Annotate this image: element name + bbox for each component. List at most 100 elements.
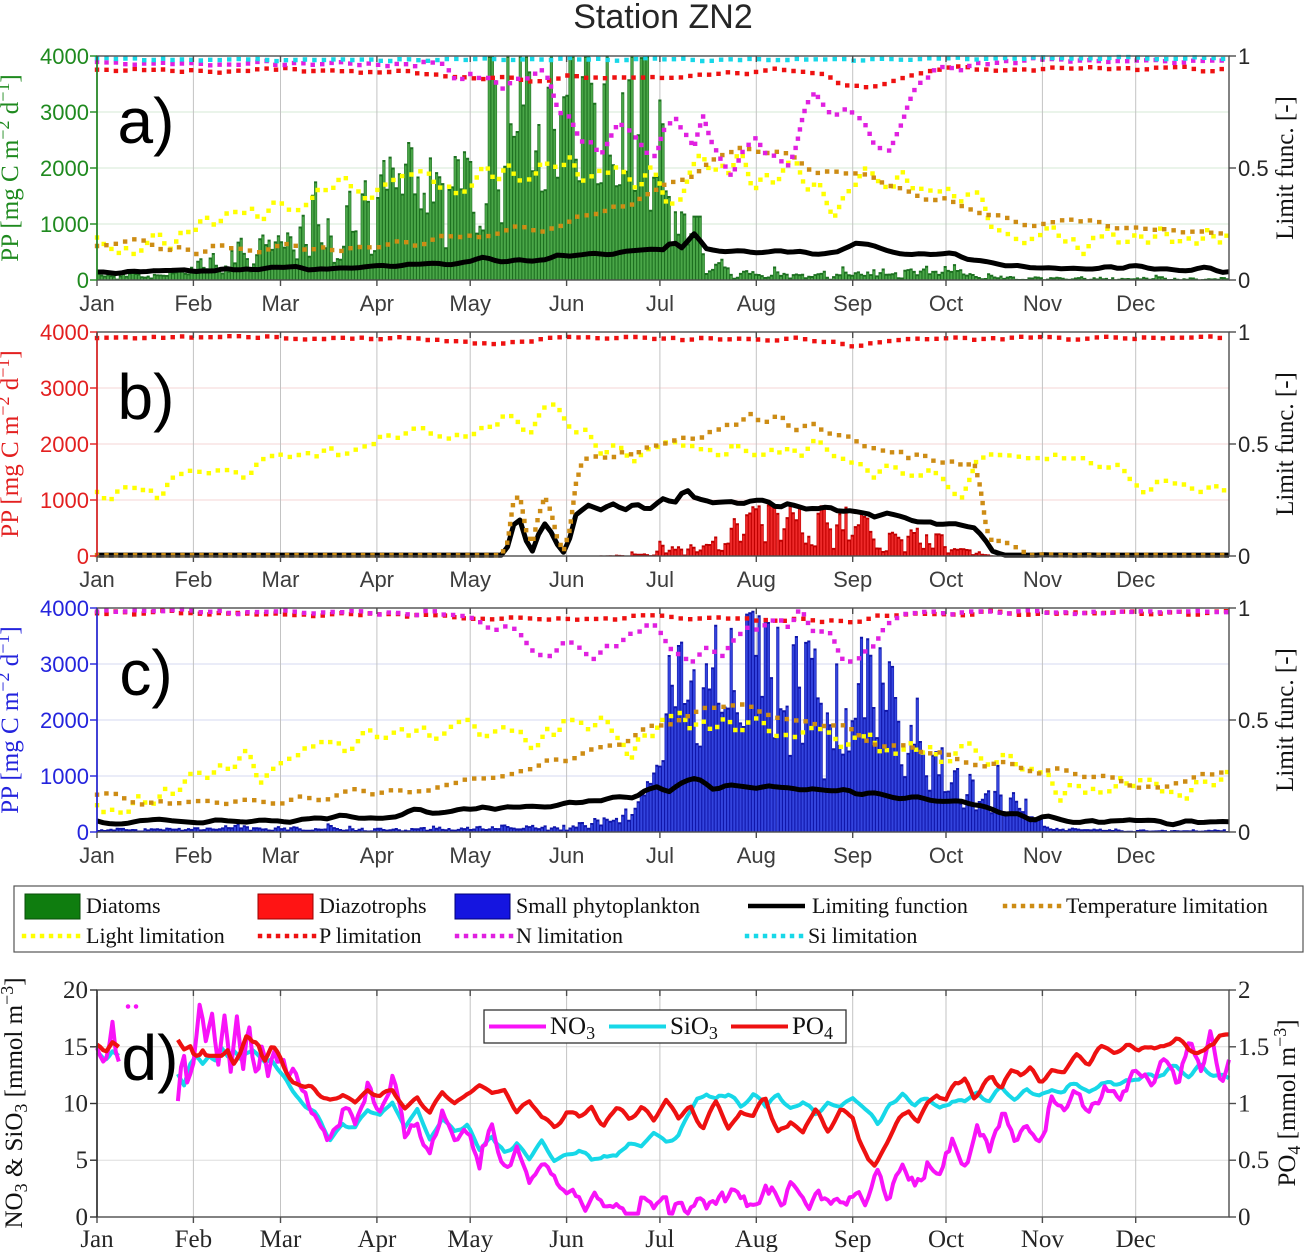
svg-text:Sep: Sep (833, 291, 872, 316)
svg-text:15: 15 (63, 1034, 88, 1061)
svg-text:Mar: Mar (262, 291, 300, 316)
svg-text:Jul: Jul (645, 1226, 674, 1252)
svg-text:Oct: Oct (929, 567, 963, 592)
svg-text:4000: 4000 (40, 44, 89, 69)
svg-text:3000: 3000 (40, 376, 89, 401)
svg-text:Jun: Jun (549, 567, 584, 592)
svg-text:0: 0 (76, 1204, 89, 1231)
svg-text:Mar: Mar (262, 843, 300, 868)
svg-text:Apr: Apr (360, 567, 394, 592)
svg-text:2000: 2000 (40, 708, 89, 733)
svg-text:Diatoms: Diatoms (86, 893, 161, 918)
svg-text:Sep: Sep (834, 1226, 872, 1252)
svg-text:May: May (449, 291, 491, 316)
svg-text:Jul: Jul (646, 291, 674, 316)
svg-text:Limit func. [-]: Limit func. [-] (1272, 648, 1299, 792)
svg-text:Feb: Feb (174, 843, 212, 868)
svg-text:d): d) (122, 1022, 179, 1094)
svg-text:Oct: Oct (929, 291, 963, 316)
svg-text:1: 1 (1238, 596, 1250, 621)
svg-text:Dec: Dec (1116, 1226, 1156, 1252)
svg-text:Apr: Apr (360, 291, 394, 316)
svg-text:0: 0 (77, 544, 89, 569)
svg-text:2000: 2000 (40, 156, 89, 181)
svg-text:Small phytoplankton: Small phytoplankton (516, 893, 700, 918)
svg-text:Aug: Aug (735, 1226, 779, 1252)
svg-text:4000: 4000 (40, 596, 89, 621)
svg-text:4000: 4000 (40, 320, 89, 345)
svg-text:Feb: Feb (174, 291, 212, 316)
svg-text:Limiting function: Limiting function (812, 893, 968, 918)
svg-text:1.5: 1.5 (1238, 1034, 1269, 1061)
svg-text:Jan: Jan (80, 1226, 114, 1252)
svg-text:PP [mg C m−2 d−1]: PP [mg C m−2 d−1] (0, 74, 24, 261)
svg-text:Dec: Dec (1116, 291, 1155, 316)
svg-text:Dec: Dec (1116, 843, 1155, 868)
svg-text:0: 0 (1238, 820, 1250, 845)
svg-text:2000: 2000 (40, 432, 89, 457)
svg-text:May: May (447, 1226, 493, 1252)
svg-text:Mar: Mar (262, 567, 300, 592)
svg-text:PP [mg C m−2 d−1]: PP [mg C m−2 d−1] (0, 350, 24, 537)
svg-text:0.5: 0.5 (1238, 708, 1269, 733)
svg-text:Jul: Jul (646, 843, 674, 868)
svg-text:2: 2 (1238, 977, 1251, 1004)
svg-text:Si limitation: Si limitation (808, 923, 917, 948)
svg-text:Limit func. [-]: Limit func. [-] (1272, 372, 1299, 516)
svg-text:Aug: Aug (737, 291, 776, 316)
svg-text:1: 1 (1238, 44, 1250, 69)
svg-text:PP [mg C m−2 d−1]: PP [mg C m−2 d−1] (0, 626, 24, 813)
svg-text:0: 0 (77, 268, 89, 293)
svg-text:Jun: Jun (549, 1226, 584, 1252)
svg-text:May: May (449, 843, 491, 868)
svg-text:3000: 3000 (40, 652, 89, 677)
svg-text:Temperature limitation: Temperature limitation (1066, 893, 1268, 918)
svg-text:Light limitation: Light limitation (86, 923, 225, 948)
svg-text:Diazotrophs: Diazotrophs (319, 893, 427, 918)
svg-text:Jun: Jun (549, 291, 584, 316)
svg-text:Apr: Apr (360, 843, 394, 868)
svg-text:0.5: 0.5 (1238, 1147, 1269, 1174)
svg-text:a): a) (118, 85, 175, 157)
svg-text:Mar: Mar (260, 1226, 302, 1252)
svg-text:Jan: Jan (79, 843, 114, 868)
svg-text:5: 5 (76, 1147, 89, 1174)
svg-text:3000: 3000 (40, 100, 89, 125)
svg-text:0: 0 (1238, 268, 1250, 293)
svg-text:1000: 1000 (40, 488, 89, 513)
svg-text:Nov: Nov (1023, 291, 1062, 316)
svg-text:P limitation: P limitation (319, 923, 421, 948)
svg-text:PO4: PO4 (792, 1013, 833, 1043)
svg-text:Nov: Nov (1021, 1226, 1065, 1252)
svg-text:Aug: Aug (737, 843, 776, 868)
svg-text:1000: 1000 (40, 764, 89, 789)
svg-text:0.5: 0.5 (1238, 432, 1269, 457)
svg-text:Limit func. [-]: Limit func. [-] (1272, 96, 1299, 240)
svg-text:0: 0 (1238, 1204, 1251, 1231)
svg-text:Oct: Oct (928, 1226, 964, 1252)
svg-text:Dec: Dec (1116, 567, 1155, 592)
svg-text:0: 0 (1238, 544, 1250, 569)
svg-text:1000: 1000 (40, 212, 89, 237)
svg-text:May: May (449, 567, 491, 592)
svg-text:c): c) (119, 637, 172, 709)
svg-text:1: 1 (1238, 320, 1250, 345)
svg-text:Jul: Jul (646, 567, 674, 592)
svg-text:Oct: Oct (929, 843, 963, 868)
svg-text:Jan: Jan (79, 567, 114, 592)
svg-text:1: 1 (1238, 1091, 1251, 1118)
svg-text:b): b) (118, 361, 175, 433)
svg-text:Aug: Aug (737, 567, 776, 592)
svg-text:Feb: Feb (175, 1226, 213, 1252)
svg-text:Nov: Nov (1023, 567, 1062, 592)
svg-text:Sep: Sep (833, 567, 872, 592)
svg-text:Jun: Jun (549, 843, 584, 868)
svg-text:Sep: Sep (833, 843, 872, 868)
svg-text:Apr: Apr (357, 1226, 397, 1252)
svg-text:PO4 [mmol m−3]: PO4 [mmol m−3] (1270, 1019, 1304, 1186)
svg-text:20: 20 (63, 977, 88, 1004)
svg-text:Nov: Nov (1023, 843, 1062, 868)
svg-text:Jan: Jan (79, 291, 114, 316)
svg-text:10: 10 (63, 1091, 88, 1118)
svg-text:0: 0 (77, 820, 89, 845)
